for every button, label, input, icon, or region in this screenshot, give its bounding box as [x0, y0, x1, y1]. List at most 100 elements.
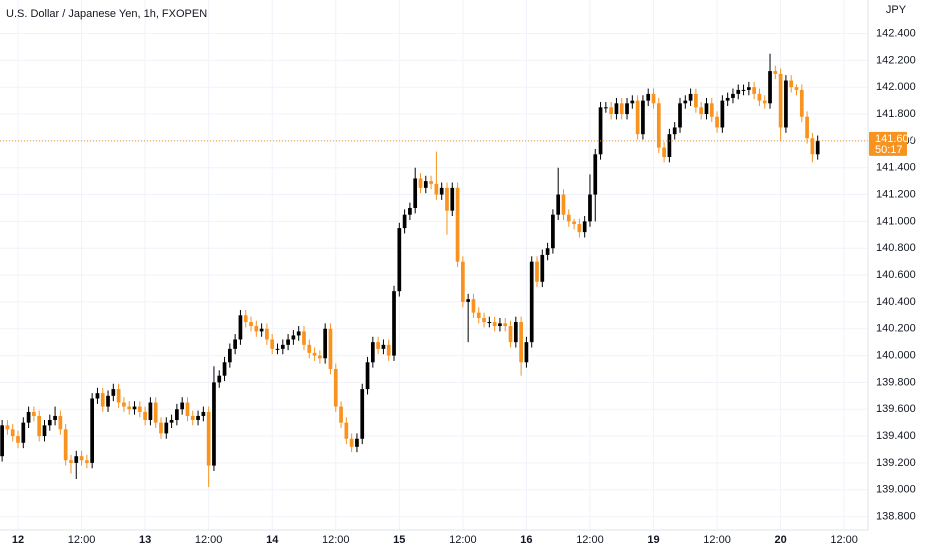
y-tick-label: 139.600: [876, 403, 916, 415]
y-tick-label: 140.000: [876, 349, 916, 361]
candle-body: [789, 80, 794, 88]
candle-body: [26, 411, 31, 423]
candle-body: [122, 402, 126, 407]
candle-body: [619, 103, 624, 115]
candle-body: [635, 100, 640, 135]
x-tick-label: 12: [12, 534, 24, 546]
axes: 138.800 139.000 139.200 139.400 139.600 139.8…: [12, 27, 916, 545]
candle-body: [47, 419, 52, 426]
y-tick-label: 141.200: [876, 188, 916, 200]
candle-body: [503, 323, 508, 327]
candle-body: [265, 328, 269, 340]
candle-body: [736, 89, 741, 94]
candle-body: [508, 326, 513, 343]
candle-body: [111, 389, 116, 396]
y-tick-label: 140.600: [876, 269, 916, 281]
candle-body: [302, 331, 306, 345]
candle-body: [127, 406, 132, 410]
y-tick-label: 142.400: [876, 27, 916, 39]
candle-body: [757, 93, 762, 101]
y-tick-label: 139.200: [876, 457, 916, 469]
candle-body: [259, 328, 264, 332]
x-tick-label: 12:00: [68, 534, 96, 546]
candle-body: [175, 409, 179, 420]
candle-body: [180, 402, 185, 410]
candle-body: [799, 89, 804, 117]
candle-body: [190, 415, 195, 420]
candle-body: [312, 352, 317, 356]
candle-body: [746, 87, 751, 90]
candle-body: [238, 315, 243, 340]
candle-body: [572, 221, 576, 225]
candle-body: [598, 107, 603, 155]
candle-body: [810, 138, 815, 155]
candle-body: [731, 93, 735, 98]
candle-body: [37, 415, 42, 437]
candle-body: [408, 207, 412, 215]
candle-body: [148, 402, 153, 420]
candle-body: [709, 103, 714, 117]
candle-body: [694, 93, 698, 108]
y-tick-label: 140.400: [876, 296, 916, 308]
candle-body: [609, 107, 614, 115]
x-tick-label: 16: [520, 534, 532, 546]
candle-body: [513, 322, 518, 343]
candle-body: [84, 460, 89, 463]
y-tick-label: 139.400: [876, 430, 916, 442]
candle-body: [376, 342, 380, 349]
candle-body: [381, 344, 386, 349]
candle-body: [339, 406, 343, 423]
candle-body: [355, 438, 359, 447]
candle-body: [201, 411, 206, 416]
candle-body: [540, 254, 545, 282]
y-tick-label: 138.800: [876, 510, 916, 522]
candle-body: [365, 362, 370, 390]
candle-body: [0, 425, 4, 457]
candle-body: [90, 398, 95, 463]
candle-body: [593, 154, 598, 195]
candle-body: [370, 342, 375, 363]
candle-body: [249, 322, 253, 327]
candle-body: [5, 425, 10, 430]
candle-body: [498, 323, 502, 327]
y-tick-label: 139.800: [876, 376, 916, 388]
candle-body: [53, 415, 57, 420]
chart-title: U.S. Dollar / Japanese Yen, 1h, FXOPEN: [6, 8, 207, 20]
candle-body: [641, 100, 645, 135]
candle-body: [402, 214, 407, 229]
candle-body: [429, 181, 433, 184]
candle-body: [656, 103, 661, 148]
candle-body: [222, 362, 227, 376]
candle-body: [333, 368, 338, 407]
candle-body: [227, 348, 232, 363]
candle-body: [397, 228, 402, 292]
candle-body: [704, 103, 709, 115]
candle-body: [95, 393, 100, 399]
candle-body: [74, 456, 79, 463]
candle-body: [275, 348, 280, 350]
candle-body: [487, 322, 492, 324]
candle-body: [21, 422, 26, 443]
x-tick-label: 15: [393, 534, 405, 546]
candle-body: [492, 322, 497, 327]
candle-body: [233, 339, 237, 349]
candle-body: [185, 402, 190, 416]
candle-body: [307, 344, 312, 353]
candle-body: [784, 80, 788, 128]
candle-body: [196, 415, 200, 420]
candle-body: [16, 436, 20, 443]
candle-body: [63, 429, 68, 461]
candle-body: [545, 248, 550, 255]
candle-body: [672, 127, 677, 135]
candle-body: [588, 194, 592, 222]
candle-body: [392, 291, 396, 356]
candle-body: [476, 312, 481, 318]
candle-body: [413, 178, 418, 208]
candle-body: [291, 335, 296, 340]
candle-body: [466, 299, 471, 302]
candle-body: [169, 419, 174, 423]
candle-body: [815, 140, 820, 155]
candle-body: [794, 87, 799, 90]
candle-body: [455, 187, 460, 262]
